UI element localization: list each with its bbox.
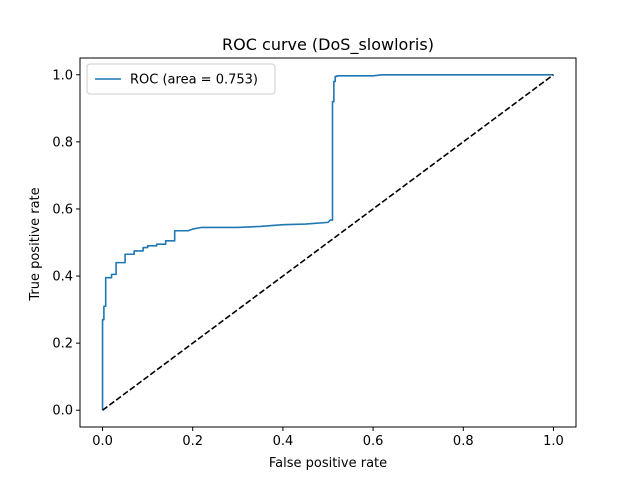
axes-frame xyxy=(79,57,577,428)
roc-curve-line xyxy=(101,73,554,411)
x-tick-label: 0.6 xyxy=(363,434,384,449)
axes: 0.0 0.2 0.4 0.6 0.8 1.0 0.0 0.2 0.4 0.6 0.8 1.0 xyxy=(52,57,577,449)
x-tick-label: 1.0 xyxy=(543,434,564,449)
x-tick-label: 0.0 xyxy=(92,434,113,449)
y-tick-label: 0.2 xyxy=(52,337,73,352)
y-tick-label: 0.4 xyxy=(52,270,73,285)
plot-area xyxy=(101,73,554,411)
chance-diagonal-line xyxy=(102,74,554,411)
x-tick-label: 0.2 xyxy=(182,434,203,449)
y-tick-label: 0.6 xyxy=(52,202,73,217)
y-tick-label: 0.0 xyxy=(52,404,73,419)
x-tick-label: 0.8 xyxy=(453,434,474,449)
legend-box xyxy=(86,63,276,95)
legend: ROC (area = 0.753) xyxy=(86,63,276,95)
x-tick-label: 0.4 xyxy=(273,434,294,449)
y-tick-label: 0.8 xyxy=(52,135,73,150)
y-axis-label: True positive rate xyxy=(28,187,43,301)
legend-entry-label: ROC (area = 0.753) xyxy=(130,73,258,88)
y-tick-label: 1.0 xyxy=(52,68,73,83)
chart-title: ROC curve (DoS_slowloris) xyxy=(222,35,434,55)
x-axis-label: False positive rate xyxy=(269,456,387,471)
